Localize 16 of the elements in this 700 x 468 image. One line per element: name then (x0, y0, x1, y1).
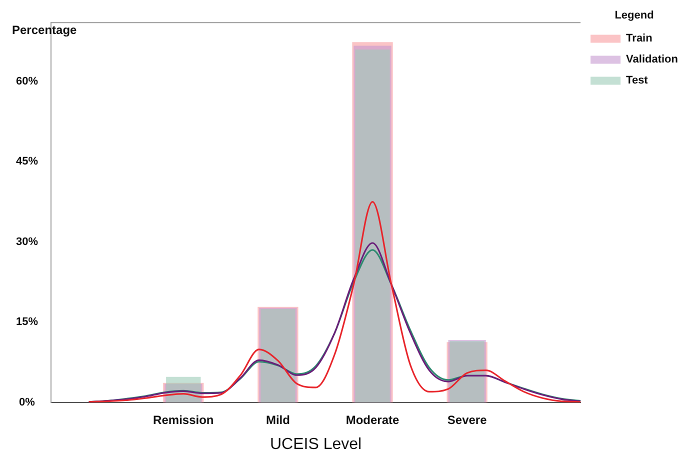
x-axis-title: UCEIS Level (270, 436, 362, 453)
legend-label: Train (626, 32, 653, 45)
y-tick-label: 15% (16, 316, 38, 328)
legend-label: Validation (626, 54, 678, 66)
y-tick-label: 45% (16, 156, 38, 168)
y-tick-label: 0% (19, 396, 36, 408)
legend-title: Legend (614, 10, 654, 22)
legend-label: Test (626, 74, 648, 87)
y-tick-label: 60% (16, 75, 38, 88)
y-axis-title: Percentage (12, 22, 78, 37)
x-tick-label: Mild (266, 412, 290, 427)
x-tick-label: Moderate (346, 412, 400, 427)
line-series (88, 201, 582, 402)
x-tick-label: Severe (447, 412, 488, 427)
x-tick-label: Remission (153, 412, 214, 427)
y-tick-label: 30% (16, 236, 38, 248)
